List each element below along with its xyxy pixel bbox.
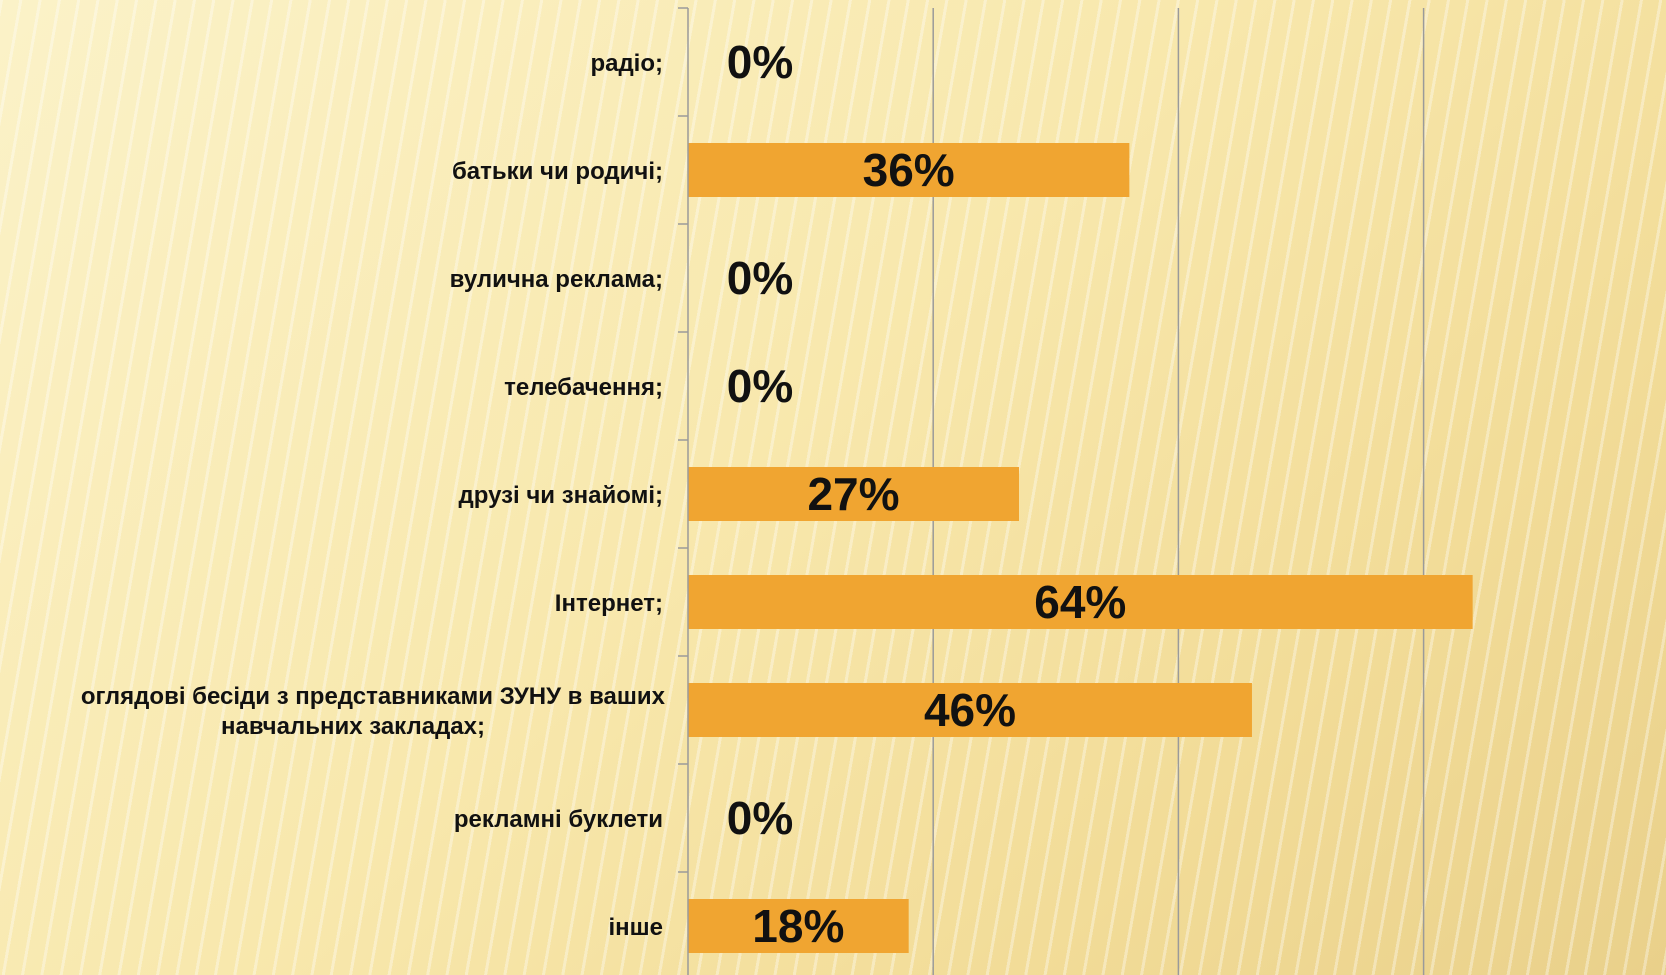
category-label: друзі чи знайомі; xyxy=(458,482,663,509)
category-axis xyxy=(678,7,689,975)
data-labels: 0% 36% 0% 0% 27% 64% 46% 0% 18% xyxy=(727,36,1127,952)
bar xyxy=(688,467,1020,521)
data-label: 46% xyxy=(924,684,1016,736)
data-label: 27% xyxy=(807,468,899,520)
data-label: 0% xyxy=(727,360,793,412)
category-label-line: оглядові бесіди з представниками ЗУНУ в … xyxy=(81,683,666,710)
data-label: 36% xyxy=(863,144,955,196)
category-label: радіо; xyxy=(590,50,663,77)
bars xyxy=(688,143,1473,953)
category-label: батьки чи родичі; xyxy=(452,158,663,185)
data-label: 0% xyxy=(727,792,793,844)
category-label: телебачення; xyxy=(504,374,663,401)
category-labels: радіо; батьки чи родичі; вулична реклама; т… xyxy=(81,50,666,941)
data-label: 64% xyxy=(1034,576,1126,628)
bar xyxy=(688,899,909,953)
bar xyxy=(688,683,1252,737)
data-label: 0% xyxy=(727,36,793,88)
category-label-line: навчальних закладах; xyxy=(221,713,485,740)
category-label: рекламні буклети xyxy=(454,806,663,833)
data-label: 0% xyxy=(727,252,793,304)
category-label: вулична реклама; xyxy=(450,266,663,293)
data-label: 18% xyxy=(752,900,844,952)
bar xyxy=(688,575,1473,629)
category-label: інше xyxy=(608,914,663,941)
bar xyxy=(688,143,1130,197)
category-label: оглядові бесіди з представниками ЗУНУ в … xyxy=(81,683,666,740)
category-label: Інтернет; xyxy=(555,590,663,617)
